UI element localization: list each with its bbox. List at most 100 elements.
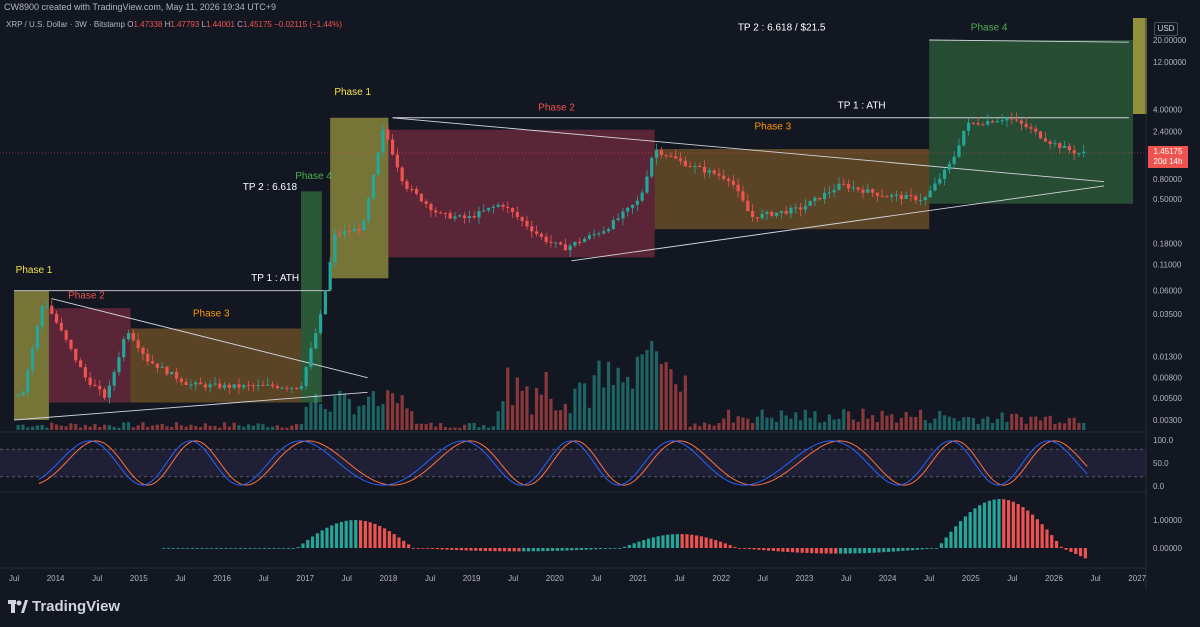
candle-body xyxy=(904,194,908,200)
macd-bar xyxy=(882,548,886,553)
macd-bar xyxy=(320,530,324,548)
macd-bar xyxy=(354,520,358,548)
candle-body xyxy=(472,216,476,218)
candle-body xyxy=(93,384,97,386)
candle-body xyxy=(952,156,956,164)
last-price-tag: 1.45175 20d 14h xyxy=(1148,146,1188,168)
volume-bar xyxy=(246,424,251,430)
x-tick-label: Jul xyxy=(425,574,435,583)
candle-body xyxy=(947,163,951,170)
volume-bar xyxy=(491,426,495,430)
volume-bar xyxy=(947,416,951,430)
macd-bar xyxy=(829,548,833,554)
x-tick-label: Jul xyxy=(175,574,185,583)
macd-bar xyxy=(550,548,555,551)
macd-bar xyxy=(675,534,679,548)
volume-bar xyxy=(88,426,92,430)
macd-bar xyxy=(301,543,305,548)
candle-body xyxy=(45,305,49,307)
volume-bar xyxy=(899,417,903,430)
volume-bar xyxy=(568,413,572,430)
volume-bar xyxy=(861,408,865,430)
candle-body xyxy=(299,386,303,389)
volume-bar xyxy=(880,410,884,430)
volume-bar xyxy=(774,421,779,430)
macd-bar xyxy=(296,547,300,548)
volume-bar xyxy=(429,422,433,430)
volume-bar xyxy=(693,423,697,430)
macd-bar xyxy=(973,508,977,548)
volume-bar xyxy=(45,427,49,430)
macd-bar xyxy=(416,548,420,549)
candle-body xyxy=(554,242,558,244)
triangle-upper-1 xyxy=(51,298,368,379)
symbol-row: XRP / U.S. Dollar · 3W · Bitstamp O1.473… xyxy=(6,20,342,29)
candle-body xyxy=(986,121,990,125)
footer xyxy=(0,588,1200,627)
macd-bar xyxy=(728,545,732,548)
candle-body xyxy=(990,121,995,123)
candle-body xyxy=(741,191,745,201)
candle-body xyxy=(486,207,491,211)
volume-bar xyxy=(515,377,519,430)
volume-bar xyxy=(870,415,875,430)
volume-bar xyxy=(285,427,289,430)
candle-body xyxy=(88,377,92,385)
candle-body xyxy=(438,212,443,214)
symbol-title[interactable]: XRP / U.S. Dollar · 3W · Bitstamp xyxy=(6,20,125,29)
volume-bar xyxy=(1029,416,1033,430)
candle-body xyxy=(59,322,63,331)
candle-body xyxy=(1014,119,1019,121)
macd-bar xyxy=(493,548,497,552)
x-tick-label: 2018 xyxy=(380,574,398,583)
y-tick-label: 0.50000 xyxy=(1153,195,1182,204)
volume-bar xyxy=(904,411,908,430)
candle-body xyxy=(1005,117,1009,121)
volume-bar xyxy=(846,411,851,430)
y-tick-label: 0.11000 xyxy=(1153,261,1182,270)
macd-bar xyxy=(234,547,238,549)
macd-bar xyxy=(781,548,785,552)
candle-body xyxy=(808,200,812,206)
candle-body xyxy=(525,220,529,227)
label-c2-tp1: TP 1 : ATH xyxy=(838,100,886,111)
volume-bar xyxy=(1014,413,1019,430)
label-c1-tp1: TP 1 : ATH xyxy=(251,273,299,284)
volume-bar xyxy=(510,405,515,430)
volume-bar xyxy=(462,424,467,430)
volume-bar xyxy=(314,394,318,430)
volume-bar xyxy=(597,360,601,430)
volume-bar xyxy=(83,425,87,430)
volume-bar xyxy=(299,424,303,430)
volume-bar xyxy=(986,416,990,430)
volume-bar xyxy=(222,422,227,430)
volume-bar xyxy=(1058,422,1062,430)
candle-body xyxy=(448,213,452,219)
volume-bar xyxy=(78,427,83,430)
volume-bar xyxy=(674,384,678,430)
candle-body xyxy=(731,180,735,185)
macd-bar xyxy=(714,540,718,548)
macd-bar xyxy=(430,548,435,549)
macd-bar xyxy=(795,548,799,553)
candle-body xyxy=(1043,138,1047,142)
macd-bar xyxy=(584,548,588,550)
volume-bar xyxy=(602,387,606,430)
x-tick-label: Jul xyxy=(1090,574,1100,583)
volume-bar xyxy=(443,426,447,430)
volume-bar xyxy=(102,424,107,430)
candle-body xyxy=(1053,143,1057,145)
label-c2-phase2: Phase 2 xyxy=(538,103,575,114)
candle-body xyxy=(467,216,471,219)
macd-bar xyxy=(613,548,617,549)
top-bar: CW8900 created with TradingView.com, May… xyxy=(0,0,1200,18)
volume-bar xyxy=(366,396,371,430)
macd-bar xyxy=(397,537,401,548)
candle-body xyxy=(419,193,423,202)
currency-selector[interactable]: USD xyxy=(1154,22,1178,36)
volume-bar xyxy=(683,375,687,430)
tradingview-logo[interactable]: TradingView xyxy=(8,598,120,615)
macd-bar xyxy=(368,522,372,548)
volume-bar xyxy=(1053,423,1057,430)
